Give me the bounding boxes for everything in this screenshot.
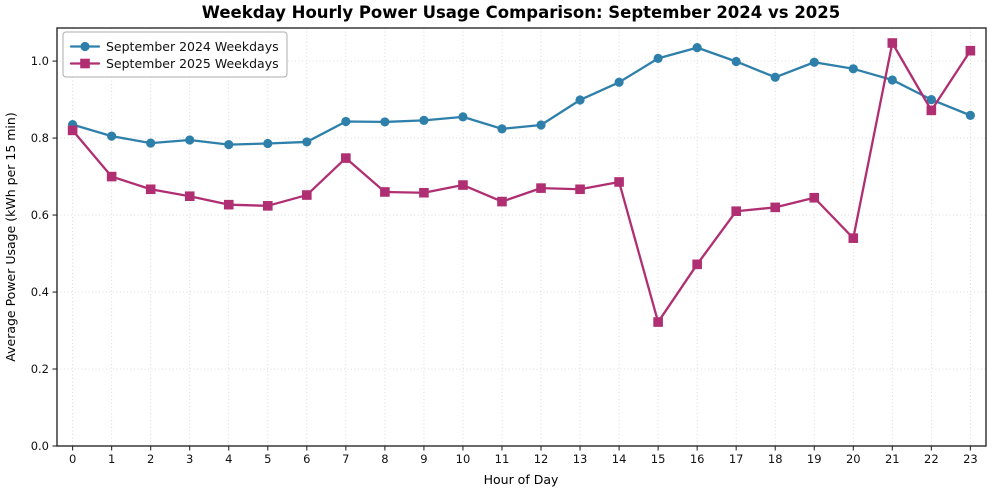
- legend-box: [62, 31, 288, 78]
- square-marker-icon: [809, 192, 820, 203]
- circle-marker-icon: [575, 95, 585, 105]
- square-marker-icon: [536, 183, 546, 193]
- y-axis-label: Average Power Usage (kWh per 15 min): [3, 112, 18, 361]
- legend-item-2024: September 2024 Weekdays: [69, 39, 279, 54]
- circle-marker-icon: [302, 137, 312, 147]
- square-marker-icon: [497, 196, 507, 207]
- x-tick-label: 21: [885, 452, 900, 466]
- square-marker-icon: [67, 125, 78, 136]
- x-tick-label: 22: [924, 452, 939, 466]
- circle-marker-icon: [263, 138, 273, 149]
- y-tick-label: 0.6: [31, 208, 49, 222]
- circle-marker-icon: [380, 117, 390, 127]
- circle-marker-icon: [536, 120, 546, 130]
- x-tick-label: 23: [963, 452, 978, 466]
- square-marker-icon: [965, 45, 976, 56]
- circle-marker-icon: [185, 135, 195, 145]
- square-marker-icon: [106, 171, 117, 182]
- x-tick-label: 2: [147, 452, 154, 466]
- square-marker-icon: [341, 153, 351, 163]
- circle-marker-icon: [419, 115, 429, 125]
- y-tick-label: 0.8: [31, 131, 49, 145]
- circle-marker-icon: [692, 43, 702, 53]
- series-line: [71, 41, 972, 324]
- x-axis-label: Hour of Day: [484, 472, 559, 487]
- y-tick-label: 0.4: [31, 285, 49, 299]
- x-tick-label: 3: [186, 452, 193, 466]
- square-marker-icon: [145, 184, 156, 195]
- x-tick-label: 10: [456, 452, 471, 466]
- x-tick-label: 19: [807, 452, 822, 466]
- circle-marker-icon: [926, 94, 936, 105]
- series-2024: [68, 43, 975, 150]
- circle-marker-icon: [107, 131, 117, 141]
- x-tick-label: 14: [612, 452, 627, 466]
- x-tick-label: 0: [69, 452, 76, 466]
- circle-marker-icon: [848, 64, 858, 74]
- square-marker-icon: [575, 184, 585, 195]
- x-tick-label: 7: [342, 452, 349, 466]
- legend-item-2025: September 2025 Weekdays: [69, 56, 279, 71]
- square-marker-icon: [653, 317, 663, 327]
- circle-marker-icon: [341, 116, 351, 127]
- x-tick-label: 16: [690, 452, 705, 466]
- y-tick-label: 0.2: [31, 362, 49, 376]
- circle-marker-icon: [965, 110, 975, 120]
- square-marker-icon: [848, 233, 859, 243]
- square-marker-icon: [80, 58, 90, 69]
- x-tick-label: 9: [420, 452, 427, 466]
- circle-marker-icon: [731, 56, 741, 67]
- circle-marker-icon: [809, 57, 819, 67]
- square-marker-icon: [223, 199, 234, 210]
- square-marker-icon: [184, 191, 195, 202]
- square-marker-icon: [262, 201, 273, 211]
- circle-marker-icon: [770, 72, 780, 82]
- x-tick-label: 8: [381, 452, 388, 466]
- circle-marker-icon: [458, 112, 468, 122]
- legend: September 2024 Weekdays September 2025 We…: [62, 31, 288, 78]
- square-marker-icon: [731, 206, 741, 217]
- circle-marker-icon: [146, 138, 156, 148]
- square-marker-icon: [887, 38, 898, 48]
- circle-marker-icon: [224, 140, 234, 150]
- y-tick-label: 1.0: [31, 54, 49, 68]
- series-2025: [67, 38, 976, 327]
- plot-frame: [56, 27, 987, 447]
- chart-title: Weekday Hourly Power Usage Comparison: S…: [202, 3, 841, 22]
- x-tick-label: 17: [729, 452, 744, 466]
- square-marker-icon: [770, 202, 781, 213]
- x-tick-label: 5: [264, 452, 271, 466]
- legend-item-label: September 2024 Weekdays: [106, 39, 279, 54]
- data-series: [67, 38, 976, 327]
- x-tick-label: 4: [225, 452, 232, 466]
- square-marker-icon: [614, 177, 624, 187]
- x-tick-label: 15: [651, 452, 666, 466]
- axis-ticks: 0 1 2 3 4 5 6 7 8 9 10 11 12 13 14 15 16 17 18 19 20 21 22 230.…: [31, 54, 978, 466]
- x-tick-label: 20: [846, 452, 861, 466]
- y-tick-label: 0.0: [31, 439, 49, 453]
- circle-marker-icon: [497, 124, 507, 134]
- legend-item-label: September 2025 Weekdays: [106, 56, 279, 71]
- x-tick-label: 6: [303, 452, 310, 466]
- square-marker-icon: [926, 105, 937, 116]
- circle-marker-icon: [887, 75, 897, 85]
- square-marker-icon: [380, 187, 390, 197]
- series-line: [71, 46, 972, 146]
- circle-marker-icon: [653, 53, 663, 64]
- x-tick-label: 1: [108, 452, 115, 466]
- square-marker-icon: [419, 187, 429, 198]
- grid-lines: [57, 28, 986, 447]
- square-marker-icon: [692, 259, 702, 270]
- square-marker-icon: [302, 190, 312, 200]
- x-tick-label: 13: [573, 452, 588, 466]
- circle-marker-icon: [80, 41, 90, 52]
- x-tick-label: 12: [534, 452, 549, 466]
- x-tick-label: 18: [768, 452, 783, 466]
- square-marker-icon: [458, 180, 468, 190]
- x-tick-label: 11: [495, 452, 510, 466]
- circle-marker-icon: [614, 77, 624, 87]
